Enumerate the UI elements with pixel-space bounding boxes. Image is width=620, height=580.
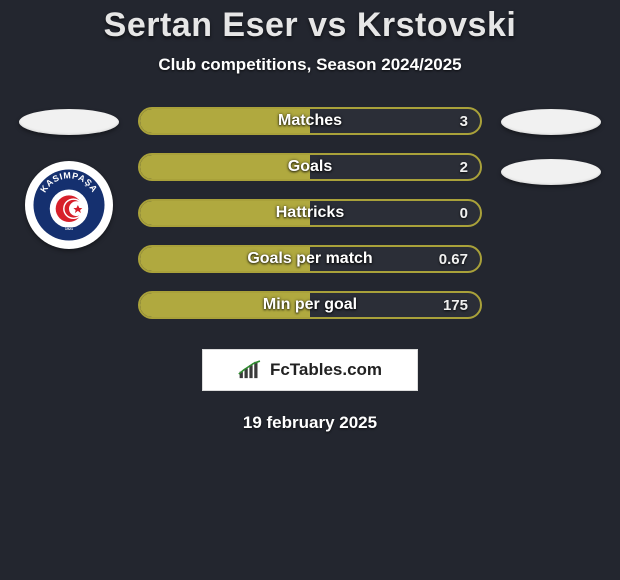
stat-value: 0: [460, 205, 468, 222]
stat-value: 175: [443, 297, 468, 314]
kasimpasa-logo-icon: KASIMPAŞA 1921: [32, 168, 106, 242]
left-column: KASIMPAŞA 1921: [18, 107, 120, 249]
stat-value: 0.67: [439, 251, 468, 268]
stat-label: Matches: [278, 112, 342, 130]
stat-bar-hattricks: Hattricks 0: [138, 199, 482, 227]
stat-label: Min per goal: [263, 296, 357, 314]
club-placeholder-right: [501, 159, 601, 185]
stat-bar-goals: Goals 2: [138, 153, 482, 181]
stat-label: Hattricks: [276, 204, 344, 222]
club-badge-left: KASIMPAŞA 1921: [25, 161, 113, 249]
stat-bar-goals-per-match: Goals per match 0.67: [138, 245, 482, 273]
page-title: Sertan Eser vs Krstovski: [0, 6, 620, 45]
date-text: 19 february 2025: [0, 413, 620, 433]
source-logo-text: FcTables.com: [270, 360, 382, 380]
subtitle: Club competitions, Season 2024/2025: [0, 55, 620, 75]
stat-fill: [140, 155, 310, 179]
player-placeholder-left: [19, 109, 119, 135]
stat-label: Goals per match: [247, 250, 372, 268]
svg-text:1921: 1921: [65, 227, 73, 231]
source-logo: FcTables.com: [202, 349, 418, 391]
stat-label: Goals: [288, 158, 332, 176]
stat-bar-min-per-goal: Min per goal 175: [138, 291, 482, 319]
right-column: [500, 107, 602, 185]
player-placeholder-right: [501, 109, 601, 135]
bar-chart-icon: [238, 360, 264, 380]
infographic-container: Sertan Eser vs Krstovski Club competitio…: [0, 0, 620, 433]
stat-value: 2: [460, 159, 468, 176]
main-row: KASIMPAŞA 1921 Matches 3: [0, 107, 620, 319]
stat-value: 3: [460, 113, 468, 130]
stats-column: Matches 3 Goals 2 Hattricks 0 Goals per …: [138, 107, 482, 319]
stat-bar-matches: Matches 3: [138, 107, 482, 135]
